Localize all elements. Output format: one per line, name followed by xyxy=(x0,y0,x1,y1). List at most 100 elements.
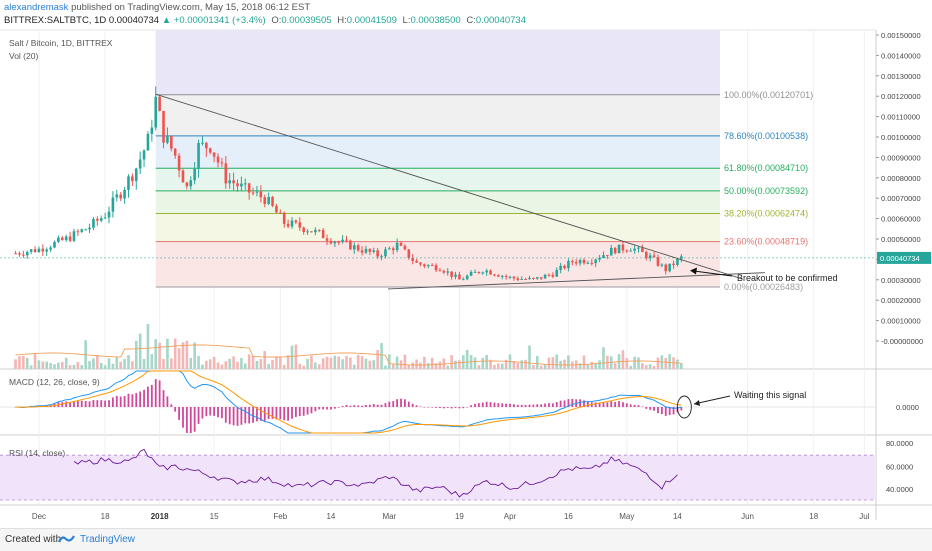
macd-histogram-bar xyxy=(252,407,254,423)
macd-histogram-bar xyxy=(610,401,613,407)
volume-bar xyxy=(407,364,411,369)
macd-histogram-bar xyxy=(291,407,293,419)
macd-histogram-bar xyxy=(147,386,149,407)
candle-body xyxy=(134,168,138,182)
candle-body xyxy=(535,277,539,279)
volume-bar xyxy=(49,363,52,369)
volume-bar xyxy=(360,356,364,369)
volume-bar xyxy=(532,364,535,369)
macd-histogram-bar xyxy=(540,404,543,407)
candle-body xyxy=(407,249,411,259)
candle-body xyxy=(310,231,313,233)
volume-bar xyxy=(586,364,590,369)
volume-bar xyxy=(345,355,348,369)
candle-body xyxy=(563,265,566,269)
candle-body xyxy=(578,259,582,264)
candle-body xyxy=(282,212,286,224)
candle-body xyxy=(325,238,329,241)
volume-bar xyxy=(497,363,500,369)
macd-histogram-bar xyxy=(80,400,83,407)
candle-body xyxy=(411,258,414,261)
candle-body xyxy=(197,143,200,169)
low-value: 0.00038500 xyxy=(410,15,461,26)
candle-body xyxy=(559,265,562,270)
macd-histogram-bar xyxy=(244,407,247,424)
macd-histogram-bar xyxy=(462,407,465,409)
macd-histogram-bar xyxy=(123,396,126,407)
volume-bar xyxy=(352,364,356,369)
volume-bar xyxy=(201,364,204,369)
candle-body xyxy=(395,242,399,251)
volume-bar xyxy=(64,357,68,369)
candle-body xyxy=(532,277,535,279)
fib-zone xyxy=(155,241,720,287)
macd-histogram-bar xyxy=(127,393,130,407)
candle-body xyxy=(240,183,243,187)
volume-bars xyxy=(14,324,683,369)
volume-bar xyxy=(96,355,99,369)
candle-body xyxy=(298,222,302,228)
candle-body xyxy=(224,163,228,184)
volume-bar xyxy=(197,355,200,369)
volume-bar xyxy=(224,361,228,369)
candle-body xyxy=(220,162,224,164)
volume-bar xyxy=(430,357,434,369)
volume-bar xyxy=(60,361,64,369)
candle-body xyxy=(321,230,325,239)
macd-histogram-bar xyxy=(493,402,496,407)
volume-bar xyxy=(115,357,119,369)
fib-level-label: 50.00%(0.00073592) xyxy=(724,186,808,196)
volume-bar xyxy=(473,357,477,369)
volume-bar xyxy=(255,360,259,369)
macd-histogram-bar xyxy=(645,407,648,409)
candle-body xyxy=(664,264,668,272)
volume-bar xyxy=(107,358,111,369)
volume-bar xyxy=(372,360,376,369)
candle-body xyxy=(251,192,255,194)
candle-body xyxy=(539,277,543,279)
time-tick-label: Jul xyxy=(859,512,869,521)
trend-lines xyxy=(155,93,766,290)
macd-histogram-bar xyxy=(602,402,605,407)
candle-body xyxy=(426,265,430,267)
volume-bar xyxy=(142,359,146,369)
candle-body xyxy=(208,148,212,153)
macd-histogram-bar xyxy=(567,399,570,407)
volume-bar xyxy=(481,357,485,369)
macd-pane xyxy=(0,370,876,434)
candle-body xyxy=(60,237,64,241)
volume-bar xyxy=(656,357,660,369)
author-link[interactable]: alexandremask xyxy=(4,2,69,13)
macd-histogram-bar xyxy=(407,401,410,407)
volume-bar xyxy=(391,364,395,369)
volume-bar xyxy=(582,355,586,369)
volume-bar xyxy=(543,364,547,369)
volume-bar xyxy=(181,342,185,369)
candle-body xyxy=(473,271,477,273)
volume-bar xyxy=(602,347,605,369)
volume-bar xyxy=(317,364,321,369)
price-tick-label: 0.00080000 xyxy=(881,174,921,183)
tradingview-logo-icon[interactable] xyxy=(58,533,76,545)
macd-histogram-bar xyxy=(365,404,367,407)
candle-body xyxy=(423,264,426,267)
macd-histogram-bar xyxy=(275,407,278,420)
volume-bar xyxy=(598,360,601,369)
volume-bar xyxy=(528,345,531,369)
candle-body xyxy=(388,248,391,250)
time-tick-label: 16 xyxy=(564,512,573,521)
tradingview-brand-link[interactable]: TradingView xyxy=(80,534,136,545)
fib-level-label: 78.60%(0.00100538) xyxy=(724,131,808,141)
candle-body xyxy=(107,211,111,218)
macd-histogram-bar xyxy=(84,401,87,407)
candle-body xyxy=(271,197,274,206)
macd-histogram-bar xyxy=(376,404,379,407)
candle-body xyxy=(173,148,177,156)
candle-body xyxy=(243,183,247,185)
volume-bar xyxy=(648,364,652,369)
candle-body xyxy=(103,217,107,219)
volume-bar xyxy=(578,363,582,369)
change-arrow: ▲ xyxy=(161,15,172,26)
fib-level-label: 38.20%(0.00062474) xyxy=(724,209,808,219)
volume-bar xyxy=(333,355,337,369)
